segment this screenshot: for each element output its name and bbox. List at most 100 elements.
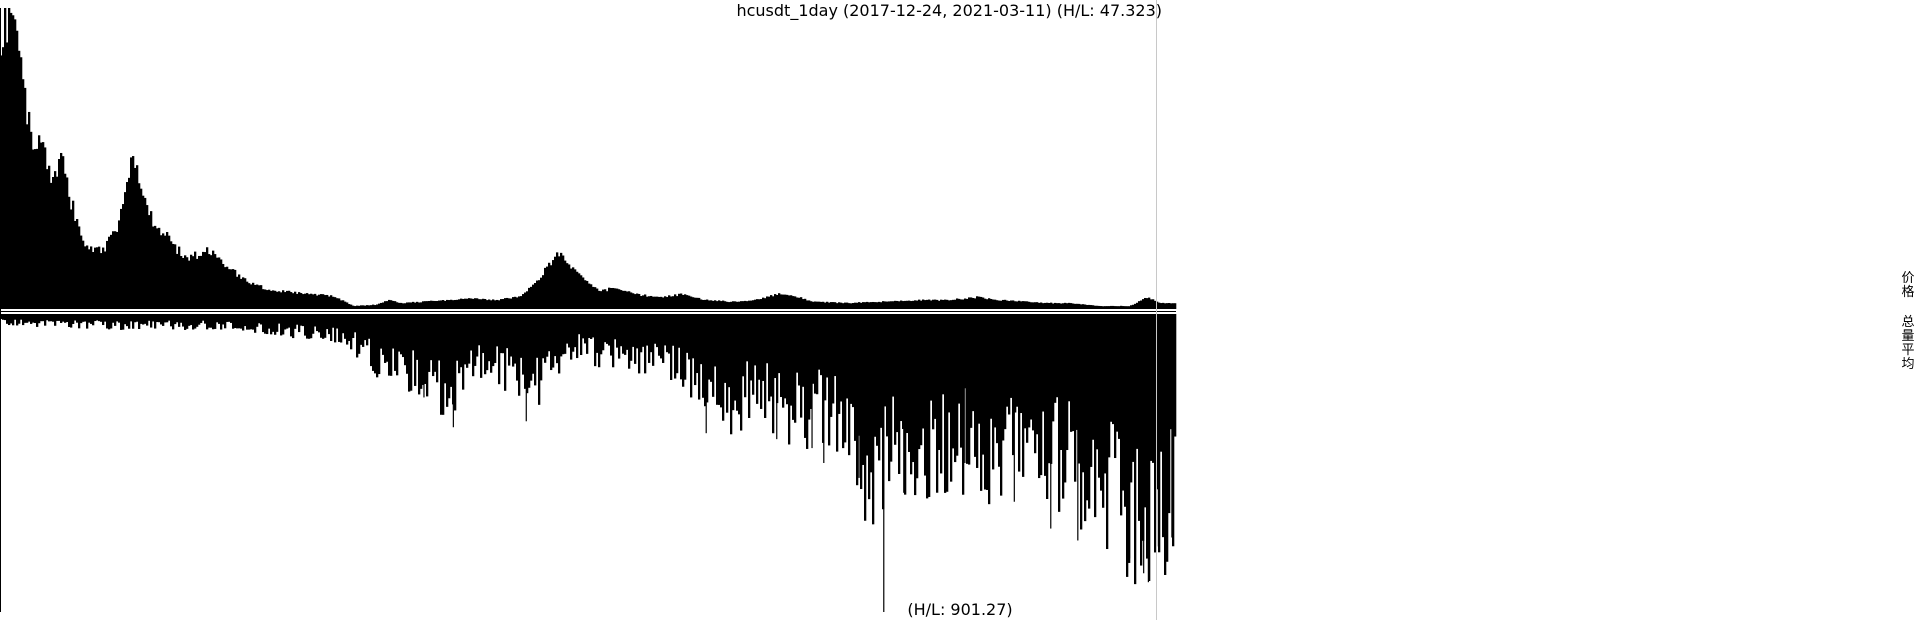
price-bar [66, 177, 69, 309]
volume-bar [1074, 314, 1077, 482]
price-bar [532, 284, 535, 309]
price-bar [998, 300, 1001, 309]
volume-bar [946, 314, 949, 492]
price-bar [896, 300, 899, 309]
volume-bar [850, 314, 853, 404]
price-bar [102, 247, 105, 309]
volume-bar [468, 314, 471, 364]
price-bar [12, 15, 15, 310]
volume-bar [676, 314, 679, 374]
price-bar [964, 298, 967, 309]
volume-bar [226, 314, 229, 322]
price-bar [82, 240, 85, 309]
volume-bar [298, 314, 301, 333]
price-bar [204, 252, 207, 309]
volume-bar [10, 314, 13, 324]
price-bar [516, 297, 519, 309]
price-bar [20, 57, 23, 309]
volume-bar [196, 314, 199, 327]
price-bar [930, 300, 933, 309]
volume-bar [774, 314, 777, 379]
volume-bar [608, 314, 611, 346]
volume-bar [152, 314, 155, 322]
volume-bar [484, 314, 487, 375]
volume-bar [1048, 314, 1051, 464]
volume-bar [658, 314, 661, 356]
volume-bar [36, 314, 39, 327]
volume-bar [446, 314, 449, 407]
price-bar [1064, 302, 1067, 309]
price-bar [890, 301, 893, 309]
price-bar [792, 296, 795, 309]
volume-bar [972, 314, 975, 412]
price-bar [32, 149, 35, 309]
volume-bar [396, 314, 399, 376]
volume-bar [1092, 314, 1095, 440]
price-bar [254, 284, 257, 309]
volume-bar [142, 314, 145, 325]
price-bar [208, 254, 211, 309]
volume-bar [186, 314, 189, 329]
price-bar [790, 295, 793, 309]
volume-bar [92, 314, 95, 326]
price-bar [1084, 304, 1087, 309]
volume-bar [494, 314, 497, 363]
volume-bar [886, 314, 889, 437]
price-bar [68, 196, 71, 309]
volume-bar [1144, 314, 1147, 508]
volume-bar [600, 314, 603, 355]
price-bar [348, 304, 351, 309]
volume-bar [258, 314, 261, 324]
volume-bar [742, 314, 745, 377]
price-bar [936, 299, 939, 309]
volume-bar [308, 314, 311, 339]
volume-bar [378, 314, 381, 375]
price-bar [276, 291, 279, 309]
volume-bar [266, 314, 269, 335]
price-bar [176, 253, 179, 309]
volume-bar [800, 314, 803, 418]
volume-bar [20, 314, 23, 320]
price-bar [988, 298, 991, 309]
volume-bar [960, 314, 963, 448]
volume-bar [38, 314, 41, 324]
volume-bar [444, 314, 447, 384]
price-bar [188, 260, 191, 309]
price-bar [912, 300, 915, 309]
price-bar [538, 280, 541, 309]
price-bar [636, 293, 639, 309]
price-bar [1010, 300, 1013, 309]
volume-bar [486, 314, 489, 371]
price-bar [926, 299, 929, 309]
volume-bar [716, 314, 719, 405]
volume-bar [370, 314, 373, 367]
volume-bar [200, 314, 203, 323]
volume-bar [310, 314, 313, 339]
volume-bar [222, 314, 225, 325]
price-bar [1050, 302, 1053, 309]
volume-bar [770, 314, 773, 397]
price-bar [556, 252, 559, 309]
price-bar [860, 302, 863, 309]
price-bar [192, 256, 195, 309]
volume-bar [382, 314, 385, 355]
price-bar [522, 294, 525, 309]
price-bar [658, 296, 661, 309]
price-bar [892, 301, 895, 309]
volume-bar [254, 314, 257, 333]
volume-bar [830, 314, 833, 417]
price-bar [116, 231, 119, 309]
price-bar [1076, 303, 1079, 309]
price-bar [312, 294, 315, 309]
volume-bar [686, 314, 689, 353]
volume-bar [706, 314, 709, 403]
price-bar [0, 55, 3, 309]
price-bar [562, 255, 565, 309]
volume-bar [180, 314, 183, 323]
price-bar [1134, 303, 1137, 309]
price-bar [1102, 306, 1105, 309]
volume-bar [1040, 314, 1043, 476]
price-bar [424, 301, 427, 309]
volume-bar [322, 314, 325, 339]
